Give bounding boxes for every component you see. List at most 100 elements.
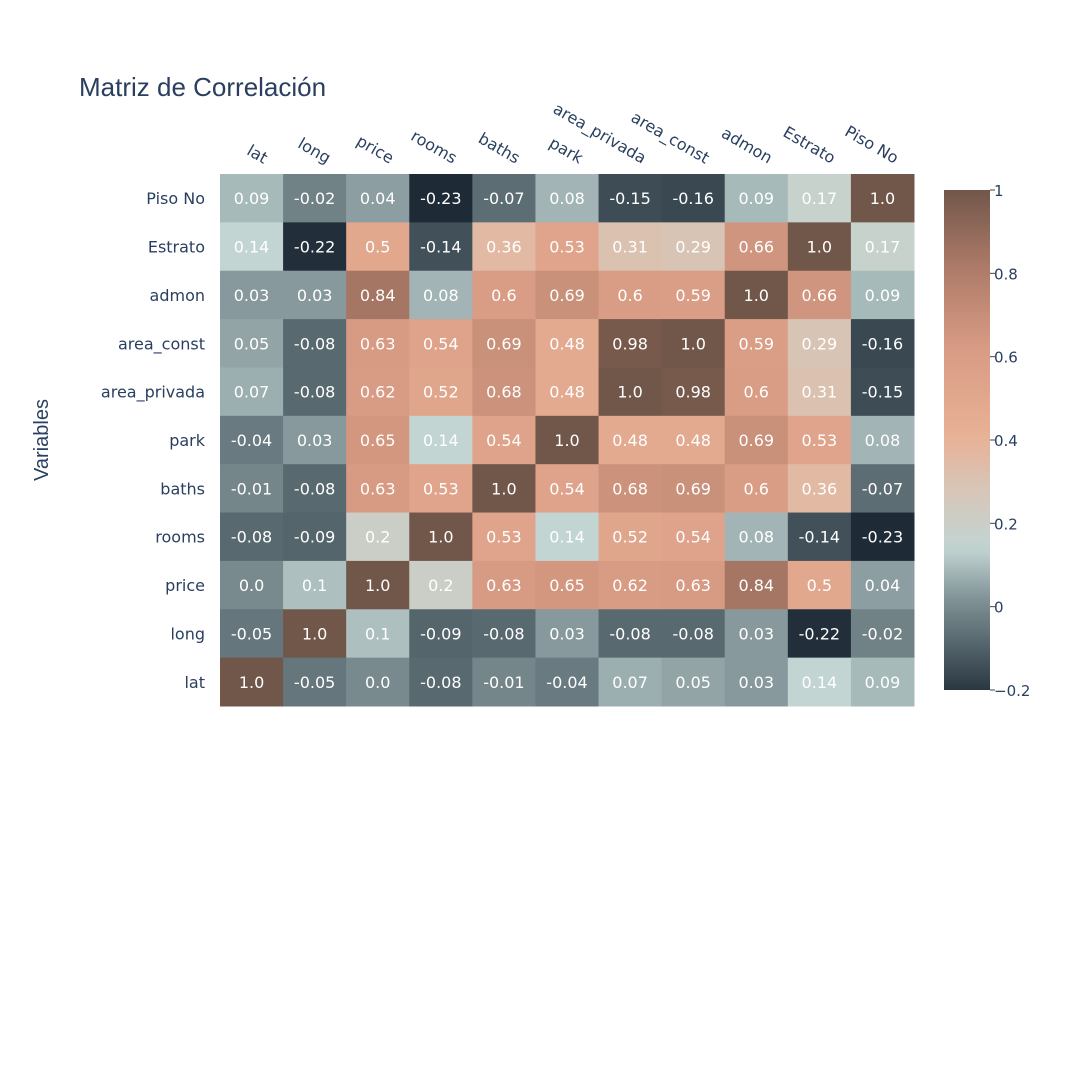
heatmap-cell [661,560,726,610]
heatmap-cell [472,270,536,320]
cell-value-label: -0.07 [483,189,524,208]
cell-value-label: 0.54 [423,334,459,353]
colorbar-tick-label: 0 [994,599,1004,617]
cell-value-label: 1.0 [744,286,769,305]
cell-value-label: 0.09 [865,286,901,305]
cell-value-label: 0.1 [365,624,390,643]
y-tick-label: park [169,431,206,450]
cell-value-label: 0.1 [302,576,327,595]
cell-value-label: 1.0 [680,334,705,353]
cell-value-label: 0.03 [297,286,333,305]
cell-value-label: 0.03 [549,624,585,643]
colorbar-tick-label: 1 [994,182,1004,200]
cell-value-label: 0.05 [234,334,270,353]
colorbar-tick-label: 0.4 [994,432,1018,450]
colorbar [944,190,990,690]
cell-value-label: 0.14 [802,673,838,692]
cell-value-label: -0.14 [420,238,461,257]
heatmap-cell [346,270,410,320]
cell-value-label: 0.5 [365,238,390,257]
heatmap-cell [724,415,789,465]
cell-value-label: 0.6 [744,479,769,498]
cell-value-label: 0.59 [675,286,711,305]
heatmap-cell [850,512,915,562]
heatmap-cell [724,174,789,223]
heatmap-cell [661,319,726,368]
cell-value-label: 0.63 [486,576,522,595]
cell-value-label: -0.15 [862,383,903,402]
heatmap-cell [598,560,663,610]
heatmap-cell [850,560,915,610]
heatmap-cell [661,270,726,320]
heatmap-cell [850,319,915,368]
heatmap-cell [346,560,410,610]
heatmap-cell [724,367,789,417]
cell-value-label: 0.54 [486,431,522,450]
cell-value-label: 1.0 [617,383,642,402]
heatmap-cell [409,464,473,514]
cell-value-label: 0.68 [486,383,522,402]
cell-value-label: 0.05 [675,673,711,692]
cell-value-label: -0.08 [294,334,335,353]
heatmap-cell [787,560,852,610]
heatmap-cell [409,415,473,465]
x-tick-label: Estrato [780,122,839,167]
heatmap-cell [661,415,726,465]
heatmap-cell [283,657,347,707]
cell-value-label: 0.5 [807,576,832,595]
y-tick-label: rooms [155,528,205,547]
cell-value-label: 0.53 [486,528,522,547]
cell-value-label: 0.66 [738,238,774,257]
cell-value-label: 0.14 [234,238,270,257]
cell-value-label: -0.08 [609,624,650,643]
cell-value-label: 0.62 [360,383,396,402]
heatmap-cell [283,319,347,368]
x-tick-label: lat [244,141,271,168]
cell-value-label: -0.08 [483,624,524,643]
cell-value-label: -0.09 [294,528,335,547]
cell-value-label: -0.22 [799,624,840,643]
heatmap-cell [724,609,789,659]
x-tick-label: Piso No [842,122,902,168]
cell-value-label: 1.0 [554,431,579,450]
heatmap-cell [598,174,663,223]
heatmap-cell [220,609,284,659]
y-axis-ticks: Piso No Estrato admon area_const area_privad… [101,189,206,692]
heatmap-cell [724,560,789,610]
heatmap-cell [661,657,726,707]
cell-value-label: 0.48 [612,431,648,450]
heatmap-cell [787,367,852,417]
cell-value-label: 0.65 [549,576,585,595]
cell-value-label: 0.48 [549,334,585,353]
heatmap-cell [598,367,663,417]
cell-value-label: -0.01 [483,673,524,692]
cell-value-label: 0.08 [738,528,774,547]
cell-value-label: 0.09 [738,189,774,208]
cell-value-label: -0.08 [231,528,272,547]
heatmap-cell [220,464,284,514]
heatmap-cell [472,560,536,610]
heatmap-cell [535,560,600,610]
heatmap-cell [598,222,663,272]
heatmap-cell [850,415,915,465]
cell-value-label: 0.48 [549,383,585,402]
cell-value-label: 0.09 [234,189,270,208]
heatmap-cell [472,222,536,272]
cell-value-label: -0.02 [294,189,335,208]
heatmap-cell [472,512,536,562]
cell-value-label: -0.14 [799,528,840,547]
x-tick-label: long [295,134,334,168]
heatmap-cell [409,512,473,562]
cell-value-label: 0.84 [738,576,774,595]
heatmap-cell [472,319,536,368]
cell-value-label: 0.29 [802,334,838,353]
heatmap-cell [598,319,663,368]
heatmap-cell [283,367,347,417]
cell-value-label: 0.04 [360,189,396,208]
cell-value-label: 0.29 [675,238,711,257]
cell-value-label: 1.0 [807,238,832,257]
heatmap-cell [283,415,347,465]
cell-value-label: 1.0 [428,528,453,547]
cell-value-label: -0.08 [294,479,335,498]
heatmap-cell [787,609,852,659]
